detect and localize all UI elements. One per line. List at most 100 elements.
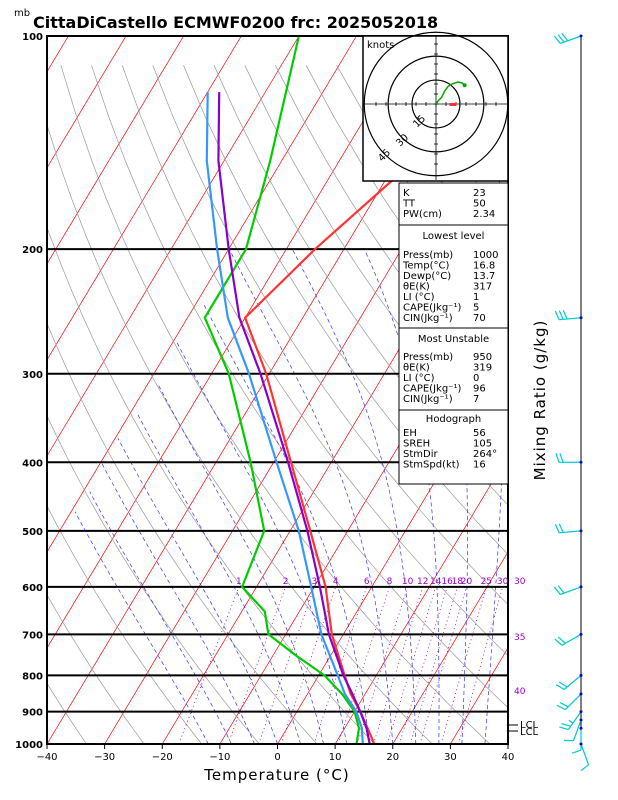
pressure-tick-label: 800 — [22, 671, 43, 682]
chart-title: CittaDiCastello ECMWF0200 frc: 202505201… — [33, 13, 438, 32]
dry-adiabat-line — [551, 65, 618, 759]
dry-adiabat-line — [152, 65, 508, 605]
mixing-ratio-label: 25 — [481, 577, 492, 587]
wind-barb-flag — [559, 726, 569, 731]
wind-barb-base — [579, 742, 583, 746]
table-value: 319 — [473, 363, 492, 374]
table-key: SREH — [403, 439, 430, 450]
hodograph-end-point — [462, 83, 467, 88]
table-key: LI (°C) — [403, 373, 435, 384]
table-section-title: Hodograph — [426, 414, 481, 425]
pressure-tick-label: 200 — [22, 245, 43, 256]
mixing-ratio-label: 12 — [417, 577, 428, 587]
temperature-tick-label: −40 — [36, 752, 57, 763]
table-value: 105 — [473, 439, 492, 450]
moist-adiabat-line — [203, 305, 371, 744]
table-key: EH — [403, 428, 417, 439]
wind-barb — [579, 742, 590, 772]
wind-barb-flag — [553, 586, 561, 595]
wind-barb — [554, 310, 583, 321]
mixing-ratio-label: 4 — [333, 577, 339, 587]
table-key: CIN(Jkg⁻¹) — [403, 313, 453, 324]
isotherm-line — [161, 167, 508, 744]
table-value: 1 — [473, 292, 479, 303]
table-key: Temp(°C) — [402, 261, 450, 272]
parcel-profile — [217, 92, 371, 744]
wind-barb-base — [579, 718, 583, 722]
dry-adiabat-line — [47, 226, 376, 744]
wind-barb-flag — [554, 523, 560, 534]
mixing-ratio-label: 10 — [402, 577, 414, 587]
wind-barb-flag — [553, 35, 561, 44]
mixing-ratio-line — [227, 586, 286, 744]
wind-barb-staff — [580, 743, 590, 765]
wind-barb-base — [579, 34, 583, 38]
wind-barb — [556, 692, 583, 711]
mixing-ratio-label: 1 — [236, 577, 242, 587]
moist-adiabat-line — [100, 462, 255, 744]
wind-barb-flag — [580, 764, 589, 772]
pressure-unit-label: mb — [14, 8, 30, 19]
wind-barb-flag — [558, 681, 568, 688]
dry-adiabat-line — [47, 414, 260, 744]
background-lines — [0, 36, 618, 759]
profile-lines — [203, 36, 508, 744]
table-key: CIN(Jkg⁻¹) — [403, 394, 453, 405]
isotherm-line — [392, 551, 508, 744]
table-value: 50 — [473, 199, 486, 210]
wind-barb — [554, 523, 583, 534]
table-value: 13.7 — [473, 271, 495, 282]
mixing-ratio-line — [419, 586, 467, 744]
table-value: 7 — [473, 394, 479, 405]
wind-barb-base — [579, 710, 583, 714]
wind-barb-flag — [557, 585, 565, 594]
table-section-title: Most Unstable — [418, 334, 489, 345]
isotherm-line — [0, 36, 11, 744]
hodograph-box — [398, 409, 509, 485]
moist-adiabat-line — [74, 511, 209, 744]
table-value: 56 — [473, 428, 486, 439]
isotherm-line — [47, 36, 127, 169]
temperature-tick-label: 30 — [444, 752, 457, 763]
temperature-tick-label: 0 — [274, 752, 280, 763]
lcl-label: LCL — [520, 720, 539, 731]
table-value: 96 — [473, 384, 486, 395]
table-value: 0 — [473, 373, 479, 384]
wind-barb-flag — [561, 723, 571, 727]
dry-adiabat-line — [582, 65, 618, 759]
wind-barb — [559, 710, 583, 731]
wind-barb-base — [579, 632, 583, 636]
temperature-tick-label: −20 — [152, 752, 173, 763]
mixing-ratio-label: 18 — [452, 577, 464, 587]
dry-adiabat-line — [47, 322, 318, 744]
mixing-ratio-line — [440, 586, 487, 744]
pressure-tick-label: 700 — [22, 630, 43, 641]
isotherm-line — [334, 455, 508, 744]
dewp-profile — [203, 36, 361, 744]
mixing-ratio-line — [386, 586, 437, 744]
table-value: 264° — [473, 449, 497, 460]
table-key: TT — [402, 199, 416, 210]
table-value: 70 — [473, 313, 486, 324]
moist-adiabat-line — [117, 438, 278, 744]
mixing-ratio-label: 3 — [312, 577, 318, 587]
isotherm-line — [47, 36, 357, 553]
mixing-ratio-label: 6 — [364, 577, 370, 587]
wind-barb-base — [579, 692, 583, 696]
dry-adiabat-line — [60, 65, 491, 744]
table-value: 23 — [473, 188, 486, 199]
lcl-label: LCL — [520, 727, 539, 738]
wind-barb — [571, 726, 583, 754]
wind-barb-flag — [559, 453, 564, 463]
right-axis-label: Mixing Ratio (g/kg) — [531, 320, 549, 481]
hodograph-trace — [435, 81, 466, 105]
moist-adiabat-line — [157, 383, 324, 744]
dry-adiabat-line — [489, 65, 508, 92]
moist-adiabat-line — [89, 491, 232, 744]
wind-barb — [554, 632, 583, 646]
lcl-markers: LCL LCL — [508, 720, 539, 738]
wind-barb-half — [568, 719, 574, 724]
table-key: CAPE(Jkg⁻¹) — [403, 384, 461, 395]
theta-e-label: 40 — [514, 687, 526, 697]
